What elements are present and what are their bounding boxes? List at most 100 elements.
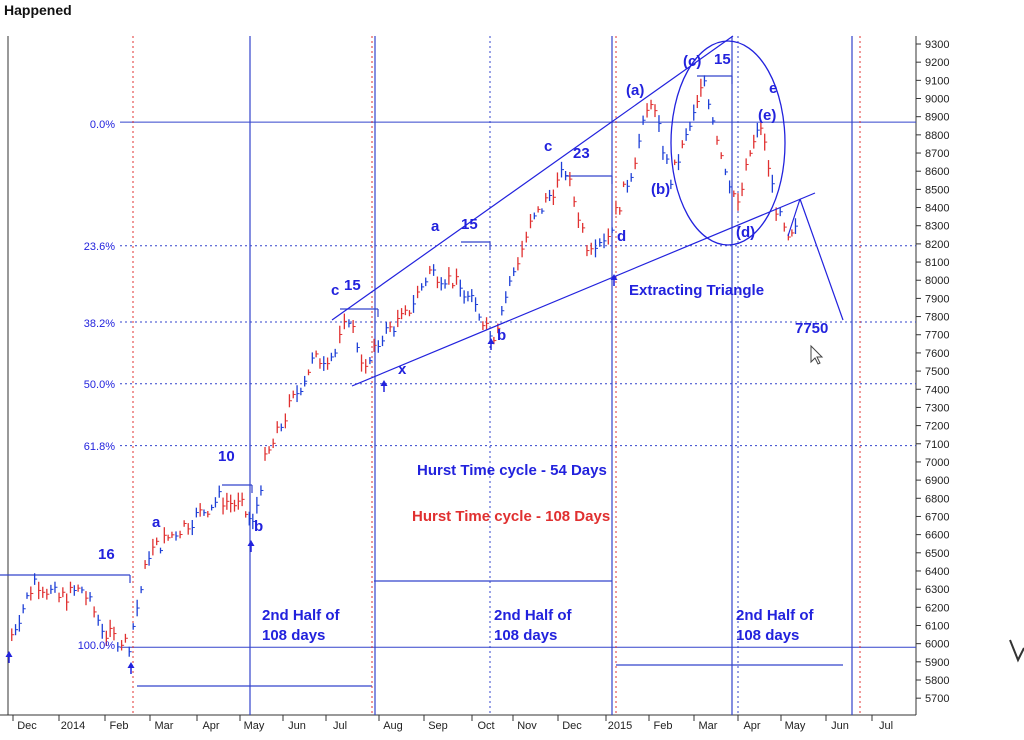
up-arrow-icon — [610, 274, 618, 280]
half-label-2b: 108 days — [494, 627, 557, 644]
wave-ellipse — [670, 40, 786, 246]
y-tick-label: 7800 — [925, 312, 949, 324]
y-tick-label: 7700 — [925, 330, 949, 342]
hurst-54-label: Hurst Time cycle - 54 Days — [417, 462, 607, 479]
y-tick-label: 8200 — [925, 239, 949, 251]
x-tick-label: Jun — [288, 720, 306, 732]
y-tick-label: 8400 — [925, 203, 949, 215]
y-tick-label: 6800 — [925, 493, 949, 505]
fib-label-23: 23.6% — [84, 241, 115, 253]
x-tick-label: Nov — [517, 720, 537, 732]
x-tick-label: May — [785, 720, 806, 732]
x-tick-label: Jul — [333, 720, 347, 732]
fib-label-50: 50.0% — [84, 379, 115, 391]
mouse-cursor-icon — [810, 344, 824, 365]
y-tick-label: 7400 — [925, 384, 949, 396]
half-label-3a: 2nd Half of — [736, 607, 815, 624]
y-tick-label: 8500 — [925, 184, 949, 196]
half-label-3b: 108 days — [736, 627, 799, 644]
count-10: 10 — [218, 448, 235, 465]
x-tick-label: Aug — [383, 720, 403, 732]
x-tick-label: Apr — [743, 720, 760, 732]
y-tick-label: 9300 — [925, 39, 949, 51]
y-tick-label: 6600 — [925, 530, 949, 542]
x-tick-label: Dec — [562, 720, 582, 732]
x-tick-label: Oct — [477, 720, 494, 732]
wave-B: (b) — [651, 181, 670, 198]
count-16: 16 — [98, 546, 115, 563]
up-arrow-icon — [380, 380, 388, 386]
count-15-c: 15 — [714, 51, 731, 68]
projection-up-line — [787, 198, 801, 237]
x-tick-label: Mar — [699, 720, 718, 732]
fib-level-lines — [0, 75, 916, 687]
price-bars — [11, 75, 798, 657]
wave-x: x — [398, 361, 407, 378]
x-tick-label: Feb — [110, 720, 129, 732]
y-tick-label: 7500 — [925, 366, 949, 378]
page-title: Happened — [4, 2, 72, 18]
x-axis: Dec 2014 Feb Mar Apr May Jun Jul Aug Sep Oct Nov Dec… — [12, 715, 893, 732]
wave-D: (d) — [736, 224, 755, 241]
wave-E: (e) — [758, 107, 776, 124]
x-tick-label: Feb — [654, 720, 673, 732]
y-tick-label: 8100 — [925, 257, 949, 269]
x-tick-label: Jun — [831, 720, 849, 732]
y-tick-label: 7600 — [925, 348, 949, 360]
y-tick-label: 9200 — [925, 57, 949, 69]
x-tick-label: Mar — [155, 720, 174, 732]
triangle-lower-line — [351, 192, 816, 387]
x-tick-label: 2015 — [608, 720, 632, 732]
y-tick-label: 7100 — [925, 439, 949, 451]
annotations: 0.0% 23.6% 38.2% 50.0% 61.8% 100.0% 16 1… — [78, 51, 829, 652]
wave-b-2: b — [497, 327, 506, 344]
wave-A: (a) — [626, 82, 644, 99]
chart-frame — [0, 36, 917, 716]
wave-e: e — [769, 80, 777, 97]
y-tick-label: 6900 — [925, 475, 949, 487]
wave-a-1: a — [152, 514, 161, 531]
projection-down-line — [799, 198, 844, 321]
trend-lines — [5, 35, 844, 674]
wave-c-1: c — [331, 282, 339, 299]
target-label: 7750 — [795, 320, 828, 337]
y-tick-label: 8900 — [925, 112, 949, 124]
y-tick-label: 5800 — [925, 675, 949, 687]
half-label-2a: 2nd Half of — [494, 607, 573, 624]
y-tick-label: 6700 — [925, 511, 949, 523]
fib-label-38: 38.2% — [84, 318, 115, 330]
x-tick-label: May — [244, 720, 265, 732]
fib-label-61: 61.8% — [84, 441, 115, 453]
edge-mark-icon — [1009, 639, 1024, 663]
y-tick-label: 8000 — [925, 275, 949, 287]
y-tick-label: 8300 — [925, 221, 949, 233]
y-tick-label: 8800 — [925, 130, 949, 142]
wave-b-1: b — [254, 518, 263, 535]
x-tick-label: Jul — [879, 720, 893, 732]
y-tick-label: 7000 — [925, 457, 949, 469]
half-label-1a: 2nd Half of — [262, 607, 341, 624]
wave-c-2: c — [544, 138, 552, 155]
y-tick-label: 6500 — [925, 548, 949, 560]
up-arrow-icon — [487, 338, 495, 344]
x-tick-label: Apr — [202, 720, 219, 732]
half-label-1b: 108 days — [262, 627, 325, 644]
count-15-b: 15 — [461, 216, 478, 233]
x-tick-label: Sep — [428, 720, 448, 732]
y-tick-label: 8600 — [925, 166, 949, 178]
triangle-label: Extracting Triangle — [629, 282, 764, 299]
y-tick-label: 6100 — [925, 620, 949, 632]
y-tick-label: 8700 — [925, 148, 949, 160]
fib-label-0: 0.0% — [90, 119, 115, 131]
x-tick-label: Dec — [17, 720, 37, 732]
y-tick-label: 5700 — [925, 693, 949, 705]
wave-C: (c) — [683, 53, 701, 70]
count-23: 23 — [573, 145, 590, 162]
up-arrow-icon — [127, 662, 135, 668]
hurst-108-label: Hurst Time cycle - 108 Days — [412, 508, 610, 525]
wave-a-2: a — [431, 218, 440, 235]
y-tick-label: 7300 — [925, 402, 949, 414]
y-tick-label: 5900 — [925, 657, 949, 669]
triangle-upper-line — [331, 35, 734, 321]
